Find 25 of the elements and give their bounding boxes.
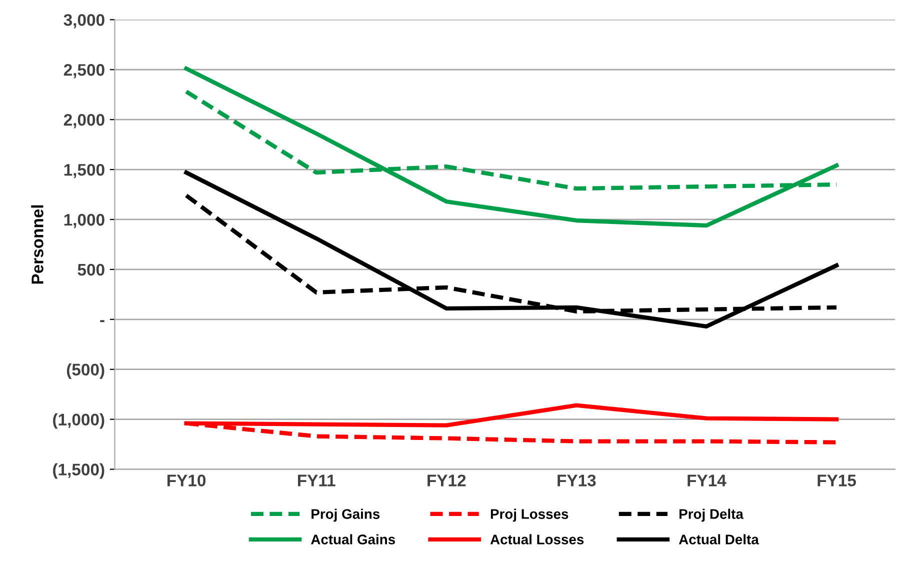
x-tick-label: FY13: [558, 474, 596, 486]
x-tick-label: FY14: [688, 474, 726, 486]
y-tick-label: 1,000: [64, 214, 104, 228]
x-tick-label: FY15: [818, 474, 856, 486]
legend-label: Proj Losses: [490, 508, 568, 522]
y-tick-label: (500): [66, 363, 104, 379]
legend-label: Actual Delta: [678, 534, 759, 544]
line-series: [184, 66, 839, 228]
legend-label: Proj Gains: [312, 508, 380, 522]
x-tick-label: FY12: [428, 474, 466, 486]
legend-label: Proj Delta: [680, 508, 744, 522]
legend-label: Actual Losses: [490, 534, 584, 544]
line-series: [184, 170, 839, 328]
y-tick-label: 1,500: [64, 164, 104, 178]
y-tick-label: 3,000: [64, 14, 104, 28]
y-tick-label: (1,000): [53, 413, 104, 429]
x-tick-label: FY11: [298, 474, 336, 486]
y-tick-label: 500: [78, 264, 104, 276]
y-tick-label: 2,000: [64, 114, 104, 128]
legend-label: Actual Gains: [311, 534, 395, 544]
y-tick-label: (1,500): [53, 463, 104, 479]
y-axis-title: Personnel: [31, 205, 44, 284]
y-tick-label: -: [100, 320, 104, 322]
y-tick-label: 2,500: [64, 64, 104, 78]
x-tick-label: FY10: [167, 474, 206, 486]
